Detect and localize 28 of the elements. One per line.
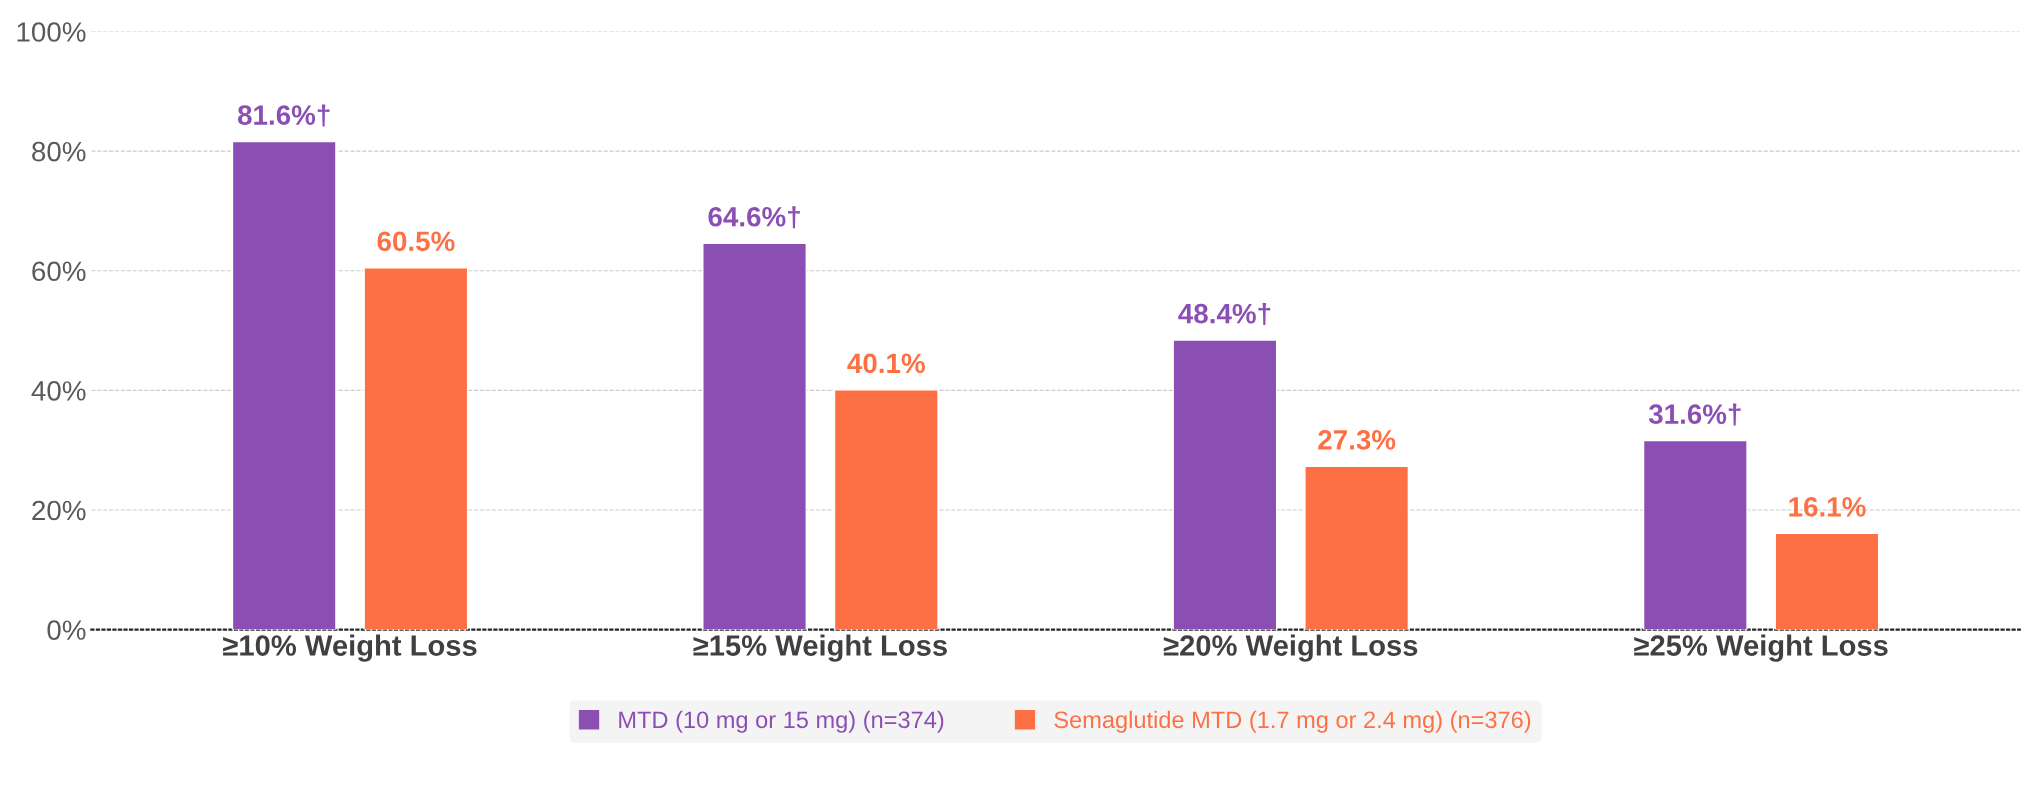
data-label: 64.6%† — [708, 206, 800, 229]
bar — [1774, 532, 1880, 630]
y-tick-label: 80% — [32, 141, 86, 162]
x-tick-label: ≥25% Weight Loss — [1634, 634, 1888, 662]
data-label: 81.6%† — [237, 104, 330, 127]
bar — [1304, 465, 1410, 630]
y-tick-label: 40% — [31, 381, 86, 401]
x-tick-label: ≥20% Weight Loss — [1163, 634, 1418, 662]
y-tick-label: 20% — [32, 500, 86, 521]
x-tick-label: ≥15% Weight Loss — [693, 634, 947, 662]
legend-label: MTD (10 mg or 15 mg) (n=374) — [619, 710, 944, 733]
y-tick-label: 0% — [47, 620, 86, 640]
bar — [702, 242, 808, 630]
bar — [231, 140, 337, 630]
y-tick-label: 60% — [32, 261, 86, 282]
data-label: 31.6%† — [1648, 403, 1741, 426]
x-tick-label: ≥10% Weight Loss — [223, 634, 477, 662]
legend-label: Semaglutide MTD (1.7 mg or 2.4 mg) (n=376) — [1054, 710, 1531, 733]
data-label: 40.1% — [847, 353, 925, 374]
bar — [363, 267, 469, 630]
data-label: 48.4%† — [1178, 303, 1271, 326]
data-label: 27.3% — [1318, 430, 1396, 450]
bar — [833, 389, 939, 630]
data-label: 16.1% — [1789, 497, 1866, 517]
y-tick-label: 100% — [17, 22, 86, 42]
bar — [1172, 339, 1278, 630]
data-label: 60.5% — [377, 231, 455, 252]
bar — [1642, 439, 1748, 630]
